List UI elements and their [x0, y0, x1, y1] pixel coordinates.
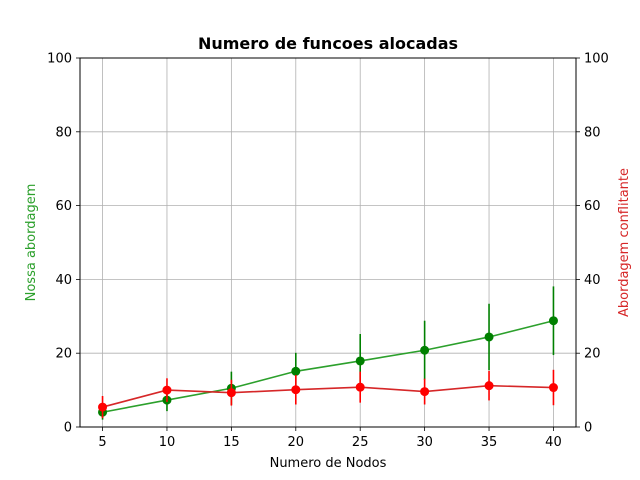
plot-frame — [79, 57, 577, 428]
y-tick-label-right: 20 — [584, 347, 601, 362]
data-point — [484, 332, 494, 342]
y-tick-label-left: 0 — [64, 421, 72, 436]
x-tick-label: 40 — [545, 435, 562, 450]
data-point — [548, 383, 558, 393]
series-left — [98, 286, 558, 420]
x-tick-label: 30 — [416, 435, 433, 450]
y-tick-label-right: 100 — [584, 52, 609, 67]
x-tick-label: 15 — [223, 435, 240, 450]
y-tick-label-left: 100 — [47, 52, 72, 67]
data-point — [291, 366, 301, 376]
chart-title: Numero de funcoes alocadas — [198, 34, 458, 53]
series-right — [98, 369, 558, 419]
ticks: 5 10 15 20 25 30 35 40 0 0 20 20 40 40 60 60 80 80 100 100 — [47, 52, 609, 451]
series-line — [102, 319, 554, 414]
y-tick-label-right: 40 — [584, 273, 601, 288]
data-point — [548, 316, 558, 326]
data-point — [98, 402, 108, 412]
x-tick-label: 35 — [481, 435, 498, 450]
series-line — [102, 384, 554, 408]
data-point — [484, 381, 494, 391]
y-tick-label-left: 60 — [55, 199, 72, 214]
data-point — [355, 356, 365, 366]
y-tick-label-right: 0 — [584, 421, 592, 436]
series-layer — [98, 286, 558, 420]
y-tick-label-left: 40 — [55, 273, 72, 288]
y-axis-label-right: Abordagem conflitante — [617, 168, 632, 317]
data-point — [355, 382, 365, 392]
y-axis-label-left: Nossa abordagem — [24, 184, 39, 302]
data-point — [291, 385, 301, 395]
y-tick-label-left: 20 — [55, 347, 72, 362]
x-tick-label: 10 — [159, 435, 176, 450]
data-point — [162, 385, 172, 395]
x-tick-label: 5 — [98, 435, 106, 450]
data-point — [420, 345, 430, 355]
y-tick-label-right: 80 — [584, 125, 601, 140]
x-tick-label: 20 — [288, 435, 305, 450]
x-tick-label: 25 — [352, 435, 369, 450]
x-axis-label: Numero de Nodos — [270, 456, 387, 471]
y-tick-label-left: 80 — [55, 125, 72, 140]
data-point — [226, 388, 236, 398]
data-point — [420, 387, 430, 397]
y-tick-label-right: 60 — [584, 199, 601, 214]
